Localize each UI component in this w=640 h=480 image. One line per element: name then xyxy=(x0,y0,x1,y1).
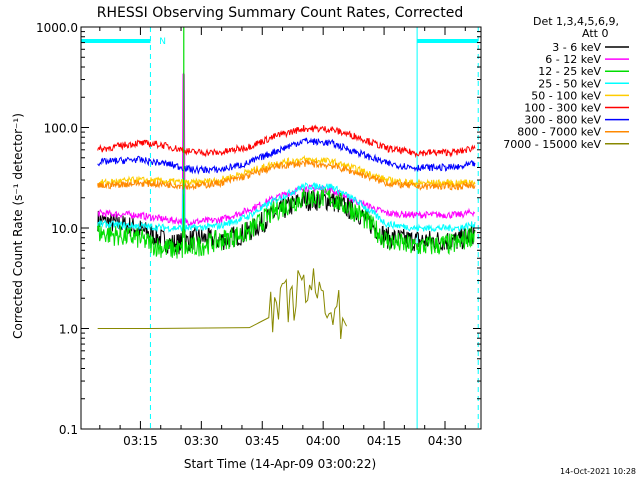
x-tick-label-2: 03:45 xyxy=(245,434,280,448)
series-line-1 xyxy=(97,71,476,227)
legend-label-4: 50 - 100 keV xyxy=(531,89,601,102)
legend-label-2: 12 - 25 keV xyxy=(538,65,601,78)
x-axis-label: Start Time (14-Apr-09 03:00:22) xyxy=(184,457,376,471)
legend-header-line-1: Att 0 xyxy=(582,27,608,40)
y-axis: 1000.0 100.0 10.0 1.0 0.1 xyxy=(36,21,481,437)
legend-label-3: 25 - 50 keV xyxy=(538,77,601,90)
x-tick-label-3: 04:00 xyxy=(306,434,341,448)
series-line-5 xyxy=(97,124,476,159)
legend-label-6: 300 - 800 keV xyxy=(524,114,601,127)
series-line-7 xyxy=(97,159,476,191)
annotation-0: N xyxy=(159,37,166,47)
y-tick-label-0: 1000.0 xyxy=(36,21,78,35)
x-tick-label-4: 04:15 xyxy=(367,434,402,448)
legend-label-1: 6 - 12 keV xyxy=(545,53,601,66)
legend-label-0: 3 - 6 keV xyxy=(552,41,601,54)
x-tick-label-5: 04:30 xyxy=(428,434,463,448)
y-tick-label-1: 100.0 xyxy=(44,122,78,136)
y-tick-label-2: 10.0 xyxy=(51,222,78,236)
x-tick-label-0: 03:15 xyxy=(123,434,158,448)
x-axis: 03:15 03:30 03:45 04:00 04:15 04:30 xyxy=(99,27,466,448)
timestamp: 14-Oct-2021 10:28 xyxy=(560,467,636,476)
x-tick-label-1: 03:30 xyxy=(184,434,219,448)
series-line-6 xyxy=(97,137,476,175)
y-axis-label: Corrected Count Rate (s⁻¹ detector⁻¹) xyxy=(11,113,25,339)
series-line-3 xyxy=(97,177,476,233)
chart-title: RHESSI Observing Summary Count Rates, Co… xyxy=(97,5,463,21)
legend-label-8: 7000 - 15000 keV xyxy=(503,138,601,151)
series-line-8 xyxy=(97,268,348,340)
y-tick-label-3: 1.0 xyxy=(59,323,78,337)
series-line-0 xyxy=(97,189,476,255)
legend-header-line-0: Det 1,3,4,5,6,9, xyxy=(533,15,619,28)
series-line-2 xyxy=(97,187,476,259)
series-line-4 xyxy=(97,154,476,188)
legend-label-7: 800 - 7000 keV xyxy=(517,126,601,139)
plot-area: N xyxy=(80,26,482,430)
y-tick-label-4: 0.1 xyxy=(59,423,78,437)
legend-label-5: 100 - 300 keV xyxy=(524,102,601,115)
